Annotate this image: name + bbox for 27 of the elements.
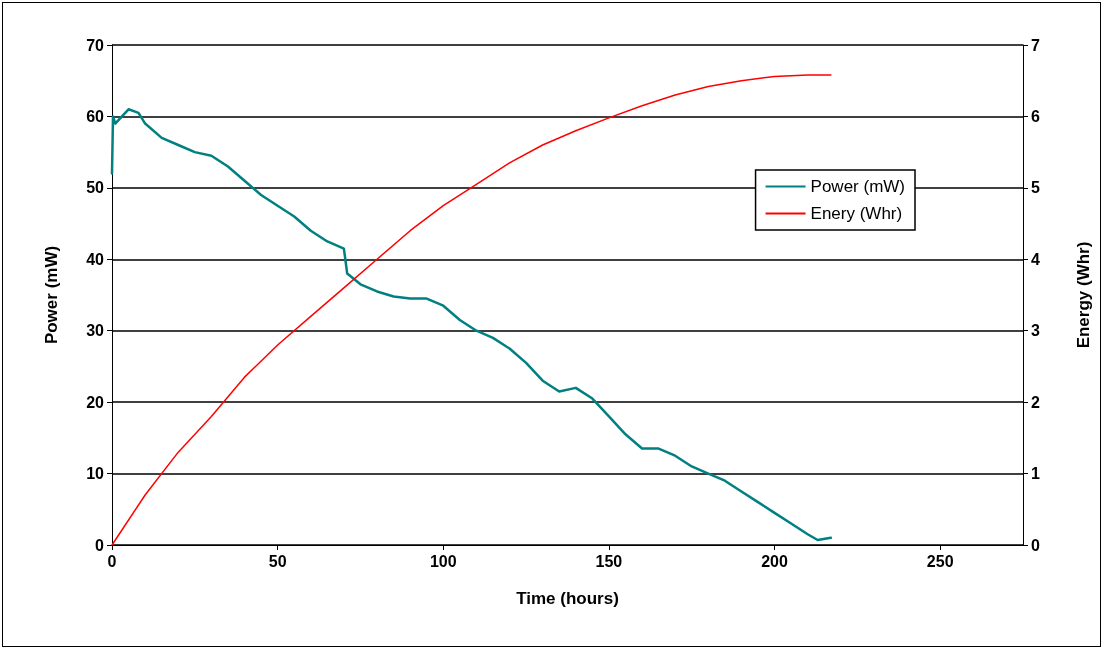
x-tick-label: 250	[926, 552, 954, 570]
x-tick-label: 150	[595, 552, 623, 570]
y2-tick-label: 3	[1031, 322, 1040, 340]
x-tick-label: 200	[761, 552, 788, 570]
x-tick-label: 0	[107, 552, 117, 570]
y-tick-label: 50	[86, 179, 105, 197]
y-tick-label: 60	[86, 107, 105, 125]
y2-tick-label: 0	[1031, 536, 1040, 554]
y2-tick-label: 6	[1031, 107, 1040, 125]
y-tick-label: 40	[86, 250, 105, 268]
y-tick-label: 10	[86, 465, 105, 483]
y-tick-label: 70	[86, 36, 105, 54]
x-tick-label: 100	[429, 552, 457, 570]
y2-tick-label: 7	[1031, 36, 1040, 54]
y2-tick-label: 1	[1031, 465, 1040, 483]
y-tick-label: 20	[86, 393, 105, 411]
legend-label: Power (mW)	[810, 177, 906, 196]
y-tick-label: 0	[95, 536, 105, 554]
y2-tick-label: 2	[1031, 393, 1040, 411]
x-axis-title: Time (hours)	[516, 589, 619, 608]
y2-axis-title: Energy (Whr)	[1074, 241, 1093, 349]
y2-tick-label: 4	[1031, 250, 1040, 268]
legend-label: Enery (Whr)	[810, 204, 903, 223]
y2-tick-label: 5	[1031, 179, 1040, 197]
x-tick-label: 50	[268, 552, 287, 570]
y-tick-label: 30	[86, 322, 105, 340]
y-axis-title: Power (mW)	[42, 245, 61, 345]
